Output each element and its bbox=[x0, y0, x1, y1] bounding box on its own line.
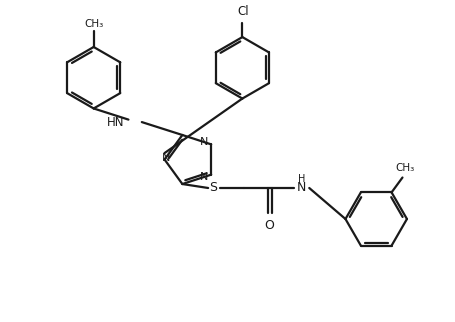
Text: N: N bbox=[200, 137, 208, 147]
Text: Cl: Cl bbox=[237, 5, 248, 18]
Text: CH₃: CH₃ bbox=[84, 19, 103, 29]
Text: H: H bbox=[297, 174, 304, 184]
Text: N: N bbox=[296, 182, 306, 194]
Text: O: O bbox=[264, 219, 274, 232]
Text: HN: HN bbox=[106, 116, 124, 128]
Text: N: N bbox=[162, 153, 170, 163]
Text: CH₃: CH₃ bbox=[395, 163, 414, 173]
Text: N: N bbox=[200, 172, 208, 182]
Text: S: S bbox=[209, 182, 217, 194]
